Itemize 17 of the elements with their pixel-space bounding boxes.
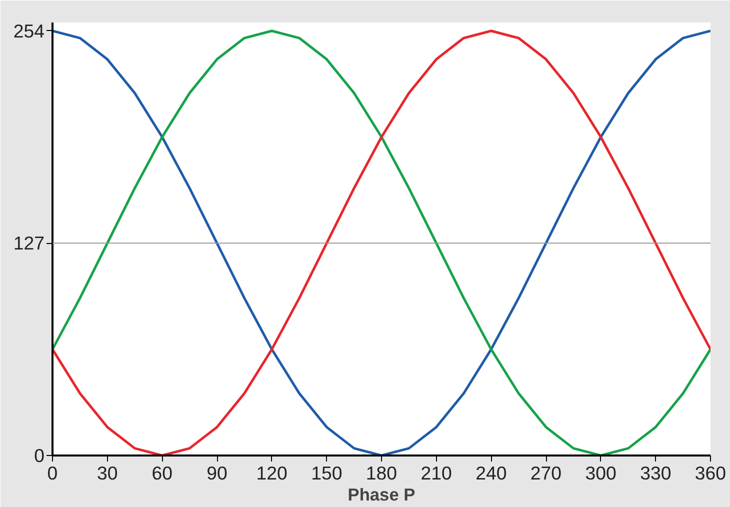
y-tick-label: 0 — [34, 445, 45, 466]
x-tick-label: 60 — [152, 462, 173, 484]
x-tick-label: 330 — [640, 462, 672, 484]
x-tick-label: 300 — [585, 462, 616, 484]
x-tick-label: 0 — [47, 462, 58, 484]
x-tick-label: 90 — [206, 462, 228, 484]
x-tick-label: 180 — [366, 462, 398, 484]
x-axis-title: Phase P — [348, 484, 416, 504]
y-tick-label: 254 — [13, 20, 45, 42]
x-tick-label: 210 — [420, 462, 452, 484]
x-tick-label: 120 — [256, 462, 288, 484]
x-tick-label: 360 — [694, 462, 726, 484]
x-tick-label: 150 — [311, 462, 342, 484]
x-tick-label: 30 — [96, 462, 118, 484]
x-tick-label: 240 — [476, 462, 507, 484]
x-tick-label: 270 — [530, 462, 562, 484]
y-tick-label: 127 — [13, 232, 45, 254]
